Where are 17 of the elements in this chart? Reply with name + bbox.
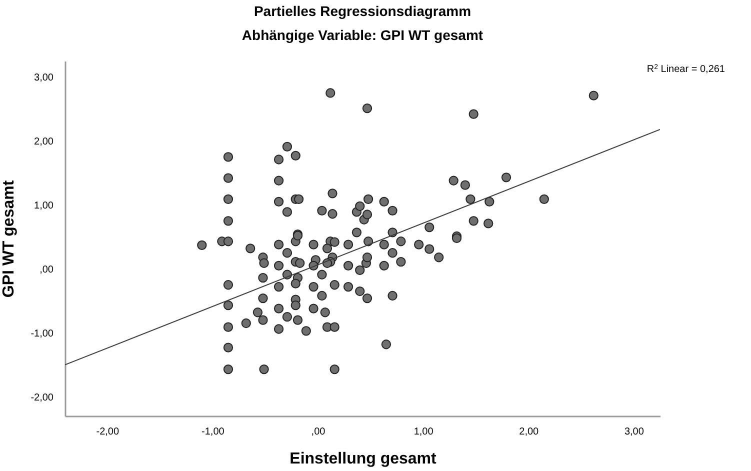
x-tick-label: 3,00 — [624, 426, 644, 438]
chart-title: Partielles Regressionsdiagramm — [254, 3, 472, 19]
x-tick-label: -2,00 — [96, 426, 120, 438]
y-tick-label: -2,00 — [30, 392, 54, 404]
x-tick-label: 2,00 — [519, 426, 540, 438]
x-axis-title: Einstellung gesamt — [290, 450, 438, 468]
y-tick-label: ,00 — [40, 264, 54, 276]
annotation: R$^{2}$ Linear = 0,261 — [646, 64, 726, 75]
y-tick-label: 2,00 — [34, 136, 54, 148]
y-tick-label: -1,00 — [30, 328, 54, 340]
x-tick-label: ,00 — [311, 426, 326, 438]
chart-subtitle: Abhängige Variable: GPI WT gesamt — [242, 27, 484, 43]
x-tick-label: 1,00 — [414, 426, 434, 438]
x-tick-label: -1,00 — [202, 426, 225, 438]
y-axis-title: GPI WT gesamt — [0, 180, 18, 298]
y-tick-label: 3,00 — [34, 72, 54, 84]
y-tick-label: 1,00 — [34, 200, 54, 212]
